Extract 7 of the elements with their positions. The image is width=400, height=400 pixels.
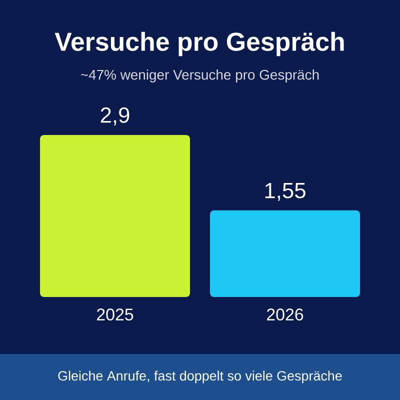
- chart-subtitle: ~47% weniger Versuche pro Gespräch: [81, 69, 319, 82]
- x-tick-label: 2025: [97, 308, 134, 321]
- data-label: 1,55: [265, 183, 306, 201]
- text: Gleiche Anrufe, fast doppelt so viele Gespräche: [58, 370, 342, 384]
- x-tick-label: 2026: [267, 308, 304, 321]
- data-label: 2,9: [100, 107, 130, 126]
- chart-title: Versuche pro Gespräch: [54, 32, 344, 56]
